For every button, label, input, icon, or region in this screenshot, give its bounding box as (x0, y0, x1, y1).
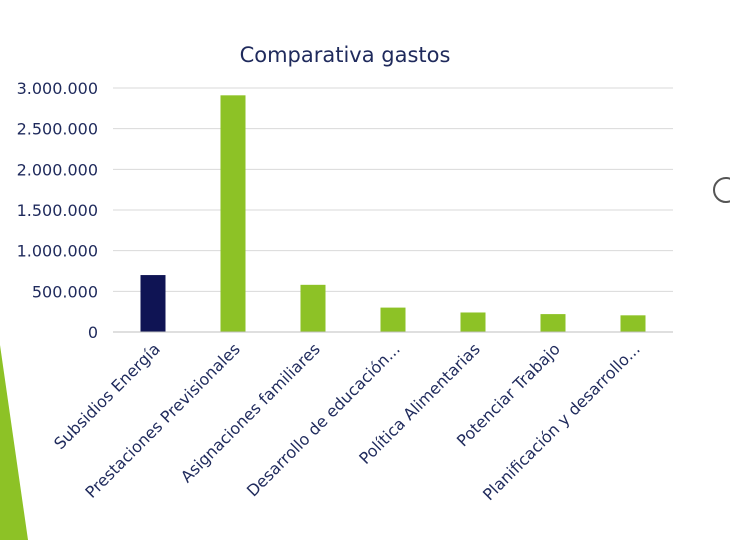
decorative-green-wedge (0, 345, 28, 540)
y-tick-label: 3.000.000 (17, 79, 98, 98)
bar (540, 314, 566, 332)
bars (140, 95, 646, 332)
x-tick-label: Planificación y desarrollo... (479, 339, 644, 504)
x-tick-label: Desarrollo de educación... (243, 339, 404, 500)
bar (140, 275, 166, 332)
bar (380, 307, 406, 332)
y-tick-label: 500.000 (32, 282, 98, 301)
chart-title: Comparativa gastos (240, 43, 451, 67)
y-tick-label: 1.500.000 (17, 201, 98, 220)
y-tick-label: 2.500.000 (17, 120, 98, 139)
x-tick-label: Asignaciones familiares (177, 339, 324, 486)
gridlines (113, 87, 673, 292)
edge-circle-icon (713, 177, 730, 203)
y-tick-label: 1.000.000 (17, 242, 98, 261)
y-tick-label: 0 (88, 323, 98, 342)
bar (620, 315, 646, 332)
bar (220, 95, 246, 332)
bar (460, 312, 486, 332)
x-tick-label: Prestaciones Previsionales (81, 339, 243, 501)
bar (300, 284, 326, 332)
y-axis-tick-labels: 0 500.000 1.000.000 1.500.000 2.000.000 2.500… (17, 79, 98, 342)
y-tick-label: 2.000.000 (17, 160, 98, 179)
